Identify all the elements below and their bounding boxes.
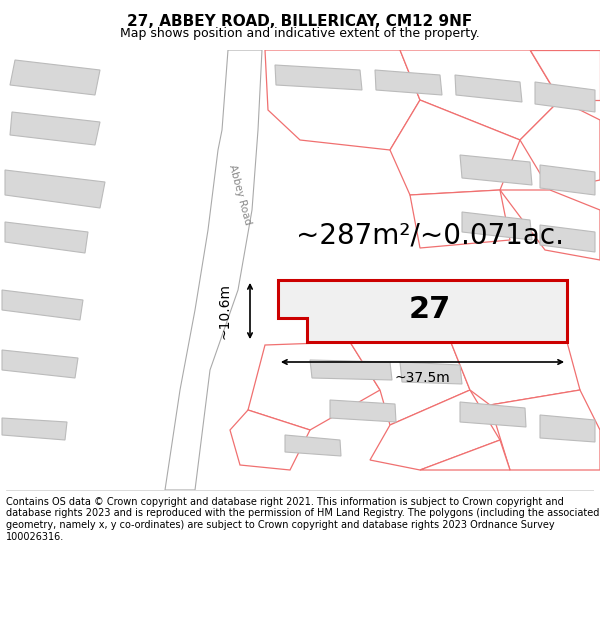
Polygon shape: [5, 170, 105, 208]
Text: 27: 27: [409, 296, 451, 324]
Polygon shape: [460, 402, 526, 427]
Polygon shape: [285, 435, 341, 456]
Polygon shape: [500, 190, 600, 260]
Polygon shape: [540, 415, 595, 442]
Polygon shape: [400, 362, 462, 384]
Polygon shape: [520, 100, 600, 190]
Polygon shape: [330, 400, 396, 422]
Polygon shape: [535, 82, 595, 112]
Polygon shape: [490, 390, 600, 470]
Polygon shape: [248, 342, 380, 430]
Polygon shape: [450, 340, 580, 405]
Polygon shape: [410, 190, 510, 248]
Polygon shape: [265, 50, 420, 150]
Polygon shape: [10, 60, 100, 95]
Polygon shape: [540, 165, 595, 195]
Text: ~287m²/~0.071ac.: ~287m²/~0.071ac.: [296, 221, 564, 249]
Polygon shape: [420, 440, 510, 470]
Polygon shape: [278, 280, 567, 342]
Polygon shape: [165, 50, 262, 490]
Text: Map shows position and indicative extent of the property.: Map shows position and indicative extent…: [120, 27, 480, 40]
Polygon shape: [375, 70, 442, 95]
Polygon shape: [2, 418, 67, 440]
Polygon shape: [310, 360, 392, 380]
Polygon shape: [350, 340, 470, 425]
Polygon shape: [530, 50, 600, 100]
Polygon shape: [2, 290, 83, 320]
Polygon shape: [370, 390, 500, 470]
Polygon shape: [390, 100, 520, 195]
Text: ~10.6m: ~10.6m: [218, 283, 232, 339]
Polygon shape: [460, 155, 532, 185]
Text: Abbey Road: Abbey Road: [227, 164, 253, 226]
Polygon shape: [5, 222, 88, 253]
Polygon shape: [462, 212, 532, 240]
Polygon shape: [10, 112, 100, 145]
Polygon shape: [540, 225, 595, 252]
Text: 27, ABBEY ROAD, BILLERICAY, CM12 9NF: 27, ABBEY ROAD, BILLERICAY, CM12 9NF: [127, 14, 473, 29]
Polygon shape: [2, 350, 78, 378]
Polygon shape: [455, 75, 522, 102]
Polygon shape: [275, 65, 362, 90]
Polygon shape: [400, 50, 560, 140]
Polygon shape: [230, 410, 310, 470]
Text: Contains OS data © Crown copyright and database right 2021. This information is : Contains OS data © Crown copyright and d…: [6, 497, 599, 541]
Text: ~37.5m: ~37.5m: [395, 371, 451, 385]
